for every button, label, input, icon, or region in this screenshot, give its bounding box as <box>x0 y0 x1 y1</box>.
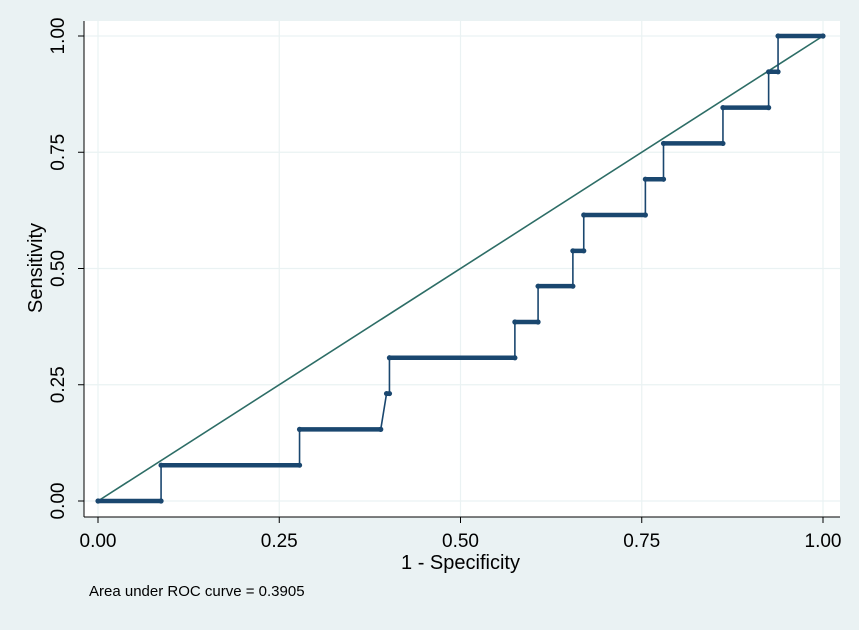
roc-point <box>570 283 576 289</box>
x-tick-label: 0.50 <box>442 531 479 552</box>
roc-point <box>512 355 518 361</box>
y-axis-label: Sensitivity <box>25 223 47 313</box>
grid-lines <box>84 21 840 517</box>
roc-point <box>296 426 303 432</box>
roc-point <box>766 69 772 75</box>
reference-line <box>97 35 824 502</box>
roc-point <box>378 426 384 432</box>
auc-note: Area under ROC curve = 0.3905 <box>89 583 305 600</box>
roc-point <box>386 355 393 361</box>
roc-point <box>386 390 393 397</box>
roc-point <box>581 212 587 218</box>
roc-point <box>512 319 518 325</box>
data-layer <box>95 33 826 504</box>
roc-point <box>581 248 587 254</box>
x-tick-label: 0.75 <box>623 531 660 552</box>
roc-point <box>535 283 541 289</box>
y-tick-label: 0.25 <box>48 366 69 403</box>
x-tick-label: 0.25 <box>261 531 298 552</box>
roc-point <box>720 105 726 111</box>
roc-point <box>720 140 726 147</box>
y-tick-label: 0.50 <box>48 250 69 287</box>
roc-point <box>766 105 772 111</box>
y-tick-label: 0.00 <box>48 483 69 520</box>
roc-point <box>158 498 164 504</box>
roc-point <box>775 33 781 39</box>
y-tick-label: 1.00 <box>48 18 69 55</box>
x-tick-label: 1.00 <box>805 531 842 552</box>
roc-point <box>820 33 826 39</box>
roc-point <box>660 176 667 182</box>
roc-point <box>775 69 781 75</box>
roc-point <box>642 176 648 182</box>
y-tick-label: 0.75 <box>48 134 69 171</box>
roc-point <box>570 248 576 254</box>
x-tick-label: 0.00 <box>80 531 117 552</box>
roc-point <box>158 462 164 468</box>
roc-point <box>660 140 667 147</box>
roc-point <box>95 498 101 504</box>
roc-point <box>535 319 541 325</box>
roc-point <box>642 212 648 218</box>
axes: 0.00 0.25 0.50 0.75 1.00 0.00 0.25 0.50 0.75 1.00 <box>48 18 841 552</box>
roc-point <box>296 462 303 468</box>
x-axis-label: 1 - Specificity <box>401 552 520 574</box>
